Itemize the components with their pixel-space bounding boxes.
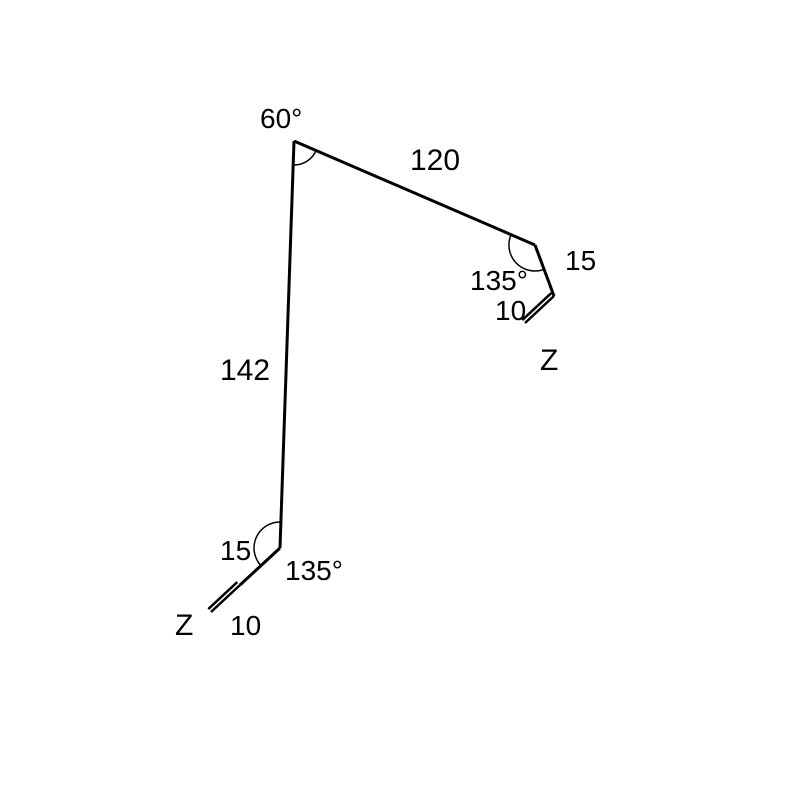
segment-AE (280, 141, 294, 548)
label-angle_A: 60° (260, 103, 302, 134)
segment-FG-hem (208, 582, 237, 609)
label-angle_B: 135° (470, 265, 528, 296)
label-len_AB: 120 (410, 144, 460, 177)
label-len_EF: 15 (220, 535, 251, 566)
label-len_AE: 142 (220, 354, 270, 387)
segment-FG (211, 585, 240, 612)
label-angle_E: 135° (285, 555, 343, 586)
label-len_BC: 15 (565, 245, 596, 276)
label-Z_left: Z (175, 609, 193, 642)
profile-diagram: 60°120135°1510Z14215135°10Z (0, 0, 800, 800)
segment-CD-hem (522, 293, 551, 320)
label-len_FG: 10 (230, 610, 261, 641)
angle-arc-A (293, 150, 316, 165)
segment-CD (525, 296, 554, 323)
label-len_CD: 10 (495, 295, 526, 326)
label-Z_right: Z (540, 344, 558, 377)
